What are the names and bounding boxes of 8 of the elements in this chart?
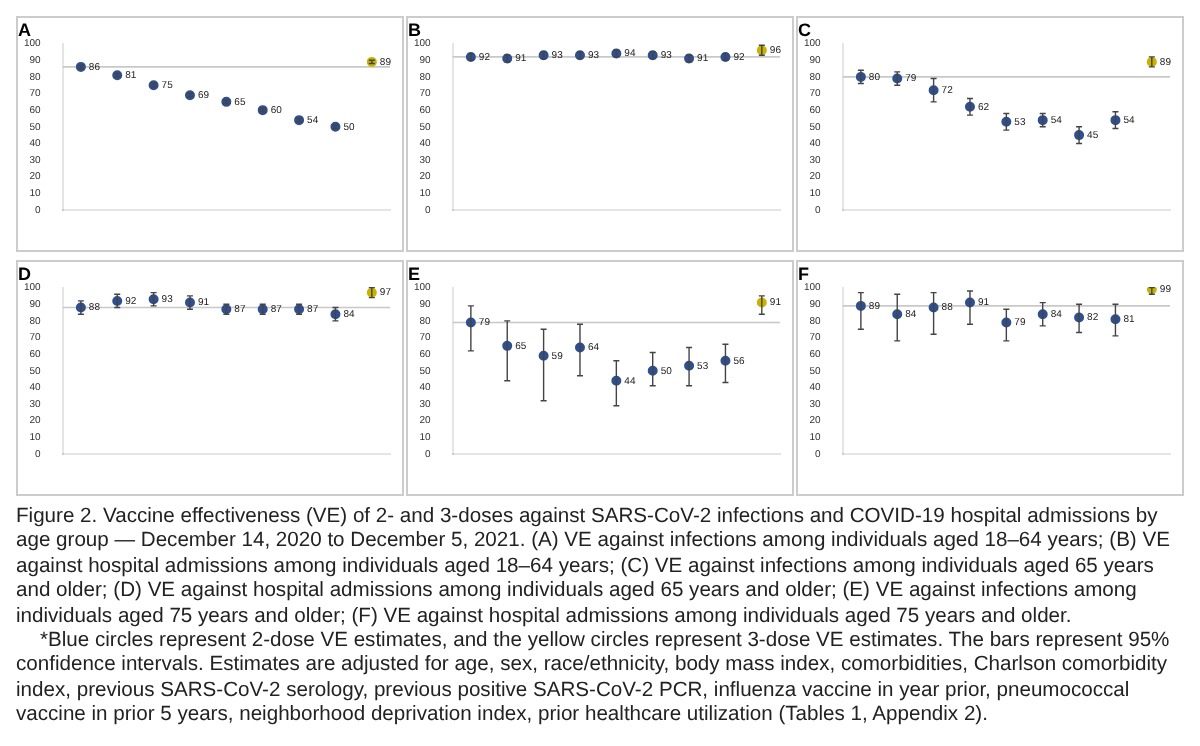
chart-title: C (798, 19, 812, 40)
chart-title: A (18, 19, 32, 40)
text: *Blue circles represent 2-dose VE estimates, and the yellow circles represent 3-dose VE estimates. The bars represent 95% confidence intervals. Estimates are adjusted for age, sex, race/ethnicity, body mass index, comorbidities, Charlson comorbidity index, previous SARS-CoV-2 serology, previous positive SARS-CoV-2 PCR, influenza vaccine in year prior, pneumococcal vaccine in prior 5 years, neighborhood deprivation index, prior healthcare utilization (Tables 1, Appendix 2). (16, 630, 1172, 730)
chart-title: B (408, 19, 422, 40)
chart-title: F (798, 263, 810, 284)
chart-title: E (408, 263, 421, 284)
chart-title: D (18, 263, 32, 284)
caption: Figure 2. Vaccine effectiveness (VE) of 2- and 3-doses against SARS-CoV-2 infections and COVID-19 hospital admissions by age group — December 14, 2020 to December 5, 2021. (A) VE against infections among individuals aged 18–64 years; (B) VE against hospital admissions among individuals aged 18–64 years; (C) VE against infections among individuals aged 65 years and older; (D) VE against hospital admissions among individuals aged 65 years and older; (E) VE against infections among individuals aged 75 years and older; (F) VE against hospital admissions among individuals aged 75 years and older. (16, 506, 1172, 631)
